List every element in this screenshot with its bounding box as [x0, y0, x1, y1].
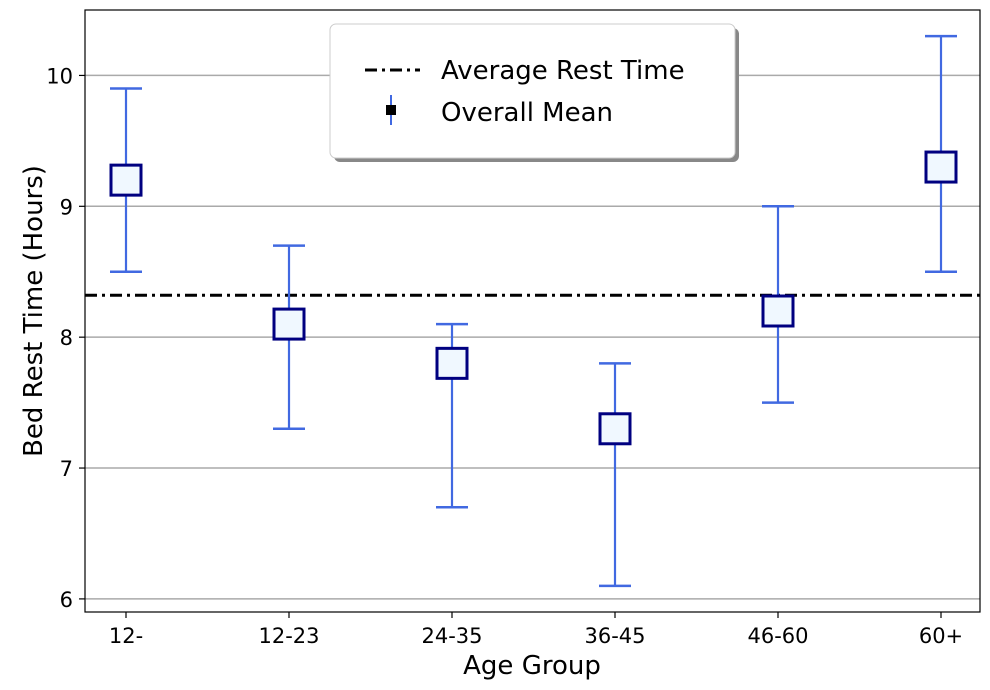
- x-tick-label: 36-45: [584, 624, 645, 648]
- y-tick-label: 7: [60, 457, 73, 481]
- y-tick-label: 10: [46, 64, 73, 88]
- mean-marker: [435, 346, 469, 380]
- mean-marker: [109, 163, 143, 197]
- x-tick-label: 12-23: [258, 624, 319, 648]
- mean-marker: [272, 307, 306, 341]
- x-tick-label: 12-: [109, 624, 143, 648]
- legend: Average Rest Time Overall Mean: [329, 23, 739, 162]
- legend-box: [329, 23, 736, 159]
- plot-frame: [84, 9, 981, 613]
- y-axis-title: Bed Rest Time (Hours): [19, 165, 49, 457]
- mean-marker: [761, 294, 795, 328]
- legend-label-reference: Average Rest Time: [441, 56, 685, 86]
- y-tick-label: 6: [60, 588, 73, 612]
- legend-marker-icon: [386, 105, 396, 115]
- x-tick-label: 60+: [919, 624, 963, 648]
- x-tick-label: 24-35: [421, 624, 482, 648]
- y-tick-label: 9: [60, 195, 73, 219]
- x-axis-title: Age Group: [463, 651, 601, 681]
- y-tick-label: 8: [60, 326, 73, 350]
- x-tick-label: 46-60: [747, 624, 808, 648]
- mean-marker: [924, 150, 958, 184]
- error-bars-layer: [109, 34, 958, 588]
- axis-ticks: 6 7 8 9 10 12- 12-23 24-35 36-45 46-60 60+: [46, 64, 963, 648]
- mean-marker: [598, 412, 632, 446]
- legend-label-series: Overall Mean: [441, 98, 613, 128]
